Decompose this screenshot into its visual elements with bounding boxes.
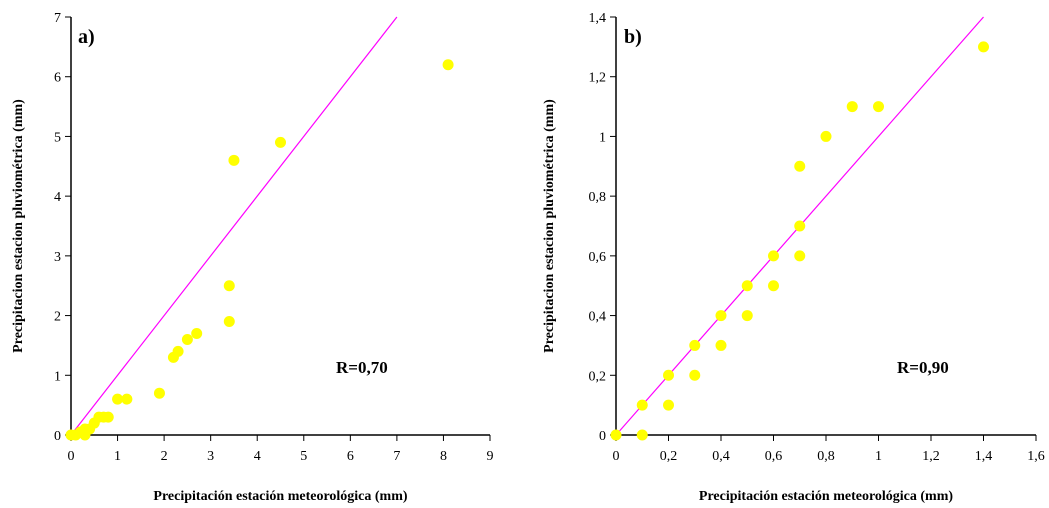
panel-label: a) <box>78 26 95 48</box>
data-point <box>102 411 114 423</box>
data-point <box>794 250 806 262</box>
data-point <box>223 280 235 292</box>
data-point <box>741 310 753 322</box>
data-point <box>768 250 779 262</box>
y-axis-label: Precipitacion estacion pluviométrica (mm… <box>11 99 26 353</box>
x-tick-label: 1,4 <box>975 449 993 464</box>
data-point <box>181 333 193 345</box>
x-tick-label: 1,6 <box>1027 449 1045 464</box>
x-tick-label: 0,4 <box>712 449 730 464</box>
data-point <box>223 316 235 328</box>
y-tick-label: 0,8 <box>589 190 607 205</box>
x-axis-label: Precipitación estación meteorológica (mm… <box>699 489 953 504</box>
x-tick-label: 0 <box>613 449 620 464</box>
data-point <box>715 339 727 351</box>
x-tick-label: 0,6 <box>765 449 783 464</box>
x-axis-label: Precipitación estación meteorológica (mm… <box>153 489 407 504</box>
data-point <box>636 399 648 411</box>
data-point <box>820 130 832 142</box>
data-point <box>873 101 884 113</box>
data-point <box>715 310 727 322</box>
x-tick-label: 1 <box>875 449 882 464</box>
data-point <box>978 41 989 53</box>
x-tick-label: 0,8 <box>817 449 835 464</box>
y-tick-label: 3 <box>54 250 61 265</box>
y-tick-label: 0,2 <box>589 369 607 384</box>
y-tick-label: 5 <box>54 130 61 145</box>
data-point <box>663 369 674 381</box>
y-tick-label: 0,4 <box>589 310 607 325</box>
data-point <box>610 429 622 441</box>
data-point <box>846 101 858 113</box>
y-tick-label: 4 <box>54 190 61 205</box>
x-tick-label: 0 <box>68 449 75 464</box>
data-point <box>768 280 779 292</box>
data-point <box>172 345 184 357</box>
data-point <box>228 154 240 166</box>
data-point <box>191 327 203 339</box>
x-tick-label: 2 <box>161 449 168 464</box>
correlation-annotation: R=0,70 <box>336 358 388 377</box>
y-tick-label: 1 <box>599 130 606 145</box>
data-point <box>121 393 133 405</box>
y-tick-label: 1 <box>54 369 61 384</box>
x-tick-label: 4 <box>254 449 261 464</box>
data-point <box>741 280 753 292</box>
data-point <box>112 393 124 405</box>
chart-panel-b: 0 0,2 0,4 0,6 0,8 1 1,2 1,4 1,6 0 0,2 0,4 0,6 0,8 1 1,2… <box>542 11 1045 504</box>
correlation-annotation: R=0,90 <box>897 358 949 377</box>
data-point <box>636 429 648 441</box>
y-tick-label: 0,6 <box>589 250 607 265</box>
y-tick-label: 7 <box>54 11 61 26</box>
y-tick-label: 6 <box>54 71 61 86</box>
x-tick-label: 8 <box>440 449 447 464</box>
chart-panel-a: 0 1 2 3 4 5 6 7 8 9 0 1 2 3 4 5 6 7 Precipitación estación… <box>11 11 494 504</box>
panel-label: b) <box>624 26 642 48</box>
reference-line <box>70 16 398 436</box>
x-tick-label: 0,2 <box>660 449 678 464</box>
y-tick-label: 0 <box>599 429 606 444</box>
x-tick-label: 1 <box>114 449 121 464</box>
y-tick-label: 0 <box>54 429 61 444</box>
y-axis-label: Precipitacion estacion pluviométrica (mm… <box>542 99 557 353</box>
y-tick-label: 2 <box>54 310 61 325</box>
data-point <box>275 136 286 148</box>
data-point <box>794 160 806 172</box>
data-point <box>689 339 701 351</box>
x-tick-label: 3 <box>207 449 214 464</box>
data-point <box>689 369 701 381</box>
x-tick-label: 1,2 <box>922 449 940 464</box>
x-tick-label: 5 <box>300 449 307 464</box>
x-tick-label: 9 <box>487 449 494 464</box>
y-tick-label: 1,4 <box>589 11 607 26</box>
data-point <box>794 220 806 232</box>
data-point <box>442 59 454 71</box>
x-tick-label: 7 <box>393 449 400 464</box>
x-tick-label: 6 <box>347 449 354 464</box>
data-point <box>153 387 165 399</box>
y-tick-label: 1,2 <box>589 71 607 86</box>
data-point <box>663 399 674 411</box>
